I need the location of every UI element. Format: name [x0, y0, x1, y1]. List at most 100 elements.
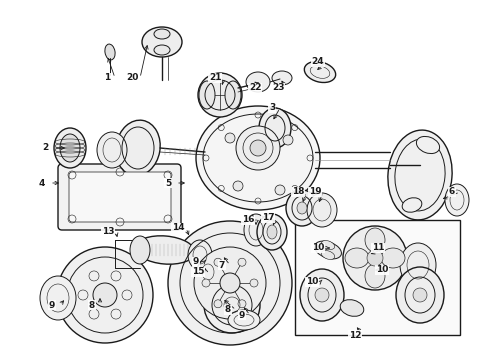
- Ellipse shape: [135, 236, 195, 264]
- Text: 6: 6: [449, 188, 455, 197]
- Text: 15: 15: [192, 267, 204, 276]
- Ellipse shape: [365, 228, 385, 252]
- Circle shape: [236, 311, 240, 315]
- Circle shape: [220, 273, 240, 293]
- Circle shape: [201, 266, 205, 270]
- Ellipse shape: [54, 128, 86, 168]
- Ellipse shape: [272, 71, 292, 85]
- Text: 9: 9: [193, 257, 199, 266]
- Ellipse shape: [154, 45, 170, 55]
- Ellipse shape: [257, 214, 287, 250]
- Circle shape: [198, 289, 202, 293]
- Circle shape: [201, 297, 205, 301]
- Text: 5: 5: [165, 179, 171, 188]
- Text: 3: 3: [269, 104, 275, 112]
- Ellipse shape: [57, 247, 153, 343]
- Ellipse shape: [228, 310, 260, 330]
- Ellipse shape: [97, 132, 127, 168]
- FancyBboxPatch shape: [69, 172, 171, 222]
- Text: 12: 12: [349, 330, 361, 339]
- Circle shape: [283, 135, 293, 145]
- Circle shape: [236, 126, 280, 170]
- Circle shape: [367, 250, 383, 266]
- Text: 24: 24: [312, 58, 324, 67]
- Ellipse shape: [396, 267, 444, 323]
- Text: 10: 10: [306, 278, 318, 287]
- Bar: [295, 220, 460, 335]
- Ellipse shape: [130, 236, 150, 264]
- Circle shape: [258, 273, 262, 277]
- Ellipse shape: [388, 130, 452, 220]
- Ellipse shape: [196, 106, 320, 210]
- Text: 17: 17: [262, 213, 274, 222]
- Text: 22: 22: [249, 84, 261, 93]
- Ellipse shape: [416, 136, 440, 154]
- Circle shape: [220, 311, 224, 315]
- Circle shape: [236, 251, 240, 255]
- Circle shape: [214, 258, 222, 266]
- Ellipse shape: [267, 225, 277, 239]
- Ellipse shape: [246, 72, 270, 92]
- Ellipse shape: [199, 81, 215, 109]
- Text: 11: 11: [372, 243, 384, 252]
- Ellipse shape: [198, 73, 242, 117]
- Text: 23: 23: [272, 84, 284, 93]
- Ellipse shape: [300, 269, 344, 321]
- Circle shape: [206, 303, 210, 307]
- Ellipse shape: [343, 226, 407, 290]
- Text: 16: 16: [242, 216, 254, 225]
- Ellipse shape: [244, 214, 268, 246]
- Circle shape: [255, 266, 259, 270]
- Ellipse shape: [259, 108, 291, 148]
- Circle shape: [238, 258, 246, 266]
- Ellipse shape: [402, 198, 422, 212]
- Circle shape: [198, 273, 202, 277]
- Ellipse shape: [197, 258, 219, 286]
- Ellipse shape: [321, 240, 335, 249]
- Circle shape: [275, 185, 285, 195]
- Circle shape: [206, 259, 210, 263]
- Text: 9: 9: [239, 310, 245, 320]
- Circle shape: [258, 289, 262, 293]
- Ellipse shape: [286, 190, 318, 226]
- Ellipse shape: [297, 202, 307, 214]
- Circle shape: [250, 303, 254, 307]
- Text: 21: 21: [209, 73, 221, 82]
- Text: 20: 20: [126, 73, 138, 82]
- Ellipse shape: [225, 81, 241, 109]
- Circle shape: [214, 300, 222, 308]
- Circle shape: [228, 312, 232, 316]
- Circle shape: [250, 140, 266, 156]
- Ellipse shape: [307, 193, 337, 227]
- Text: 13: 13: [102, 228, 114, 237]
- Ellipse shape: [188, 240, 212, 270]
- FancyBboxPatch shape: [58, 164, 181, 230]
- Ellipse shape: [400, 243, 436, 287]
- Circle shape: [220, 251, 224, 255]
- Circle shape: [93, 283, 117, 307]
- Ellipse shape: [445, 184, 469, 216]
- Circle shape: [238, 300, 246, 308]
- Text: 8: 8: [89, 301, 95, 310]
- Ellipse shape: [381, 248, 405, 268]
- Text: 4: 4: [39, 179, 45, 188]
- Ellipse shape: [60, 134, 80, 162]
- Ellipse shape: [365, 264, 385, 288]
- Ellipse shape: [321, 251, 335, 260]
- Circle shape: [202, 279, 210, 287]
- Circle shape: [197, 281, 201, 285]
- Ellipse shape: [340, 300, 364, 316]
- Circle shape: [250, 279, 258, 287]
- Ellipse shape: [105, 44, 115, 60]
- Ellipse shape: [40, 276, 76, 320]
- Circle shape: [213, 254, 217, 258]
- Ellipse shape: [116, 120, 160, 176]
- Text: 14: 14: [172, 224, 184, 233]
- Text: 2: 2: [42, 144, 48, 153]
- Ellipse shape: [194, 247, 266, 319]
- Ellipse shape: [315, 241, 342, 259]
- Circle shape: [315, 288, 329, 302]
- Circle shape: [250, 259, 254, 263]
- Text: 10: 10: [312, 243, 324, 252]
- Circle shape: [228, 250, 232, 254]
